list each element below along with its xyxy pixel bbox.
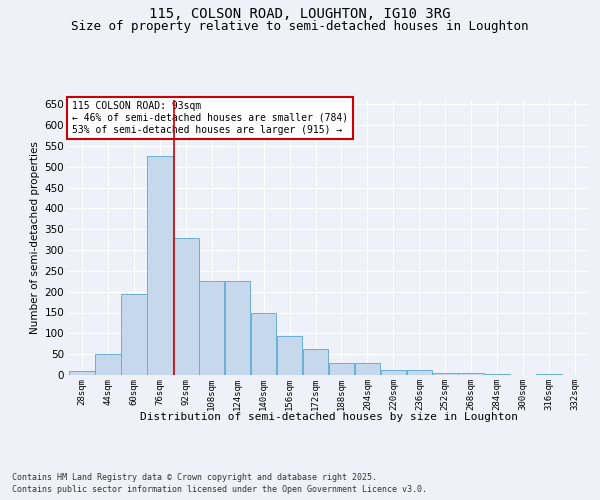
Bar [355, 364, 380, 375]
Bar [95, 354, 121, 375]
Bar [433, 373, 458, 375]
Bar [225, 281, 250, 375]
Bar [484, 374, 510, 375]
Bar [458, 373, 484, 375]
Text: Contains HM Land Registry data © Crown copyright and database right 2025.: Contains HM Land Registry data © Crown c… [12, 472, 377, 482]
Bar [536, 374, 562, 375]
Bar [380, 370, 406, 375]
Text: 115 COLSON ROAD: 93sqm
← 46% of semi-detached houses are smaller (784)
53% of se: 115 COLSON ROAD: 93sqm ← 46% of semi-det… [71, 102, 348, 134]
Bar [173, 238, 199, 375]
Text: 115, COLSON ROAD, LOUGHTON, IG10 3RG: 115, COLSON ROAD, LOUGHTON, IG10 3RG [149, 8, 451, 22]
Bar [199, 281, 224, 375]
Bar [329, 364, 354, 375]
Bar [407, 370, 432, 375]
Y-axis label: Number of semi-detached properties: Number of semi-detached properties [30, 141, 40, 334]
Bar [303, 349, 328, 375]
Bar [251, 312, 277, 375]
Bar [121, 294, 146, 375]
Text: Distribution of semi-detached houses by size in Loughton: Distribution of semi-detached houses by … [140, 412, 518, 422]
Text: Size of property relative to semi-detached houses in Loughton: Size of property relative to semi-detach… [71, 20, 529, 33]
Text: Contains public sector information licensed under the Open Government Licence v3: Contains public sector information licen… [12, 485, 427, 494]
Bar [147, 156, 173, 375]
Bar [277, 336, 302, 375]
Bar [69, 371, 95, 375]
